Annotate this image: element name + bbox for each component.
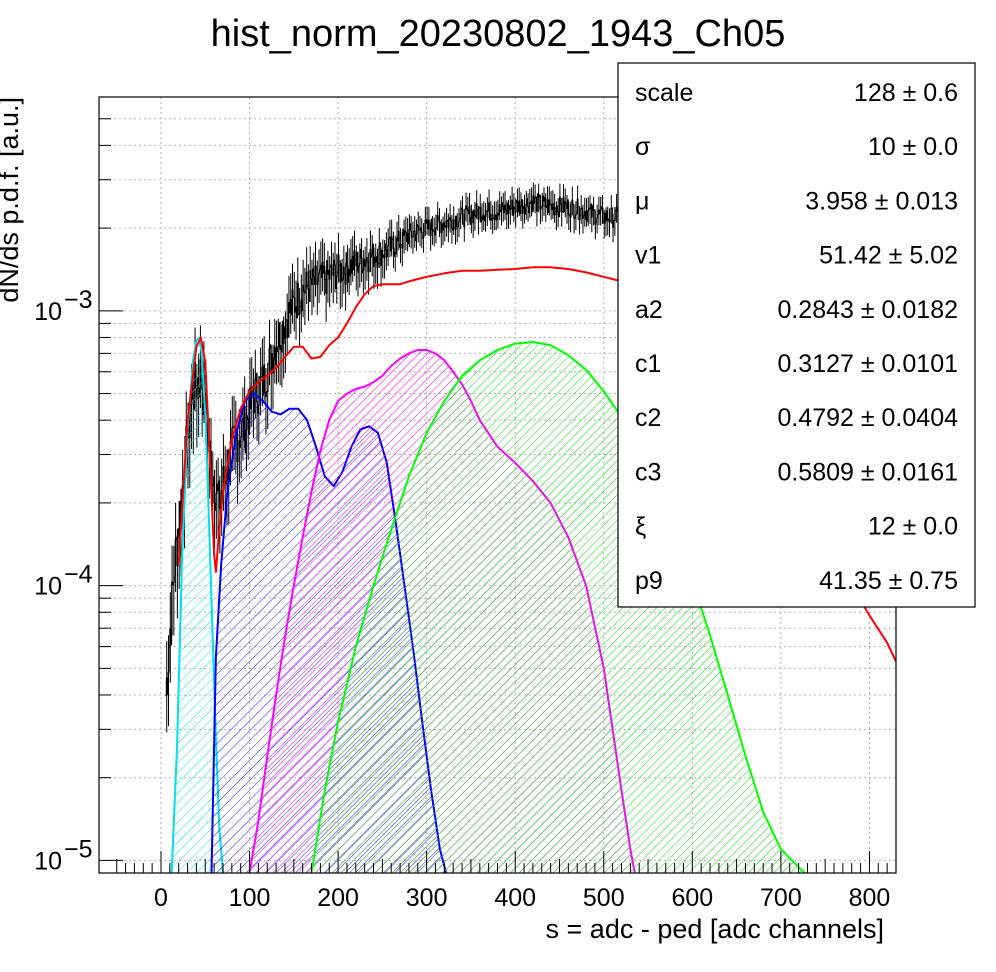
stats-rows: scale 128 ± 0.6 σ 10 ± 0.0 μ 3.958 ± 0.013 v1 5…	[635, 79, 958, 595]
stats-name: μ	[635, 187, 649, 215]
stats-value: 12 ± 0.0	[868, 513, 958, 541]
x-tick-label: 400	[494, 884, 536, 912]
x-tick-label: 500	[583, 884, 625, 912]
axis-ticks	[99, 96, 888, 873]
stats-value: 41.35 ± 0.75	[819, 567, 958, 595]
y-tick-label: 10	[34, 847, 62, 875]
stats-name: c3	[635, 458, 661, 486]
x-tick-label: 0	[154, 884, 168, 912]
stats-name: σ	[635, 133, 651, 161]
x-axis-label: s = adc - ped [adc channels]	[546, 914, 884, 944]
y-tick-exponent: −3	[64, 286, 93, 314]
stats-box-frame	[617, 62, 976, 608]
y-tick-labels: 10−510−410−3	[34, 286, 92, 876]
stats-box: scale 128 ± 0.6 σ 10 ± 0.0 μ 3.958 ± 0.013 v1 5…	[617, 62, 976, 608]
component-3-fill	[311, 342, 805, 873]
stats-value: 51.42 ± 5.02	[819, 242, 958, 270]
stats-name: scale	[635, 79, 693, 107]
component-3-curve	[310, 341, 806, 873]
stats-name: v1	[635, 242, 661, 270]
y-axis-label: dN/ds p.d.f. [a.u.]	[0, 97, 24, 303]
stats-name: c2	[635, 404, 661, 432]
chart-title: hist_norm_20230802_1943_Ch05	[211, 13, 786, 55]
stats-name: a2	[635, 296, 663, 324]
y-tick-label: 10	[34, 573, 62, 601]
stats-name: p9	[635, 567, 663, 595]
y-tick-exponent: −5	[64, 835, 93, 863]
component-0-fill	[171, 337, 223, 873]
x-tick-label: 600	[671, 884, 713, 912]
stats-value: 0.5809 ± 0.0161	[777, 458, 958, 486]
x-tick-label: 800	[849, 884, 891, 912]
stats-value: 0.3127 ± 0.0101	[777, 350, 958, 378]
y-tick-exponent: −4	[64, 561, 93, 589]
x-tick-label: 100	[229, 884, 271, 912]
x-tick-labels: 0 100 200 300 400 500 600 700 800	[154, 884, 890, 912]
stats-value: 10 ± 0.0	[868, 133, 958, 161]
stats-value: 0.2843 ± 0.0182	[777, 296, 958, 324]
y-tick-label: 10	[34, 298, 62, 326]
x-tick-label: 700	[760, 884, 802, 912]
stats-name: c1	[635, 350, 661, 378]
stats-value: 3.958 ± 0.013	[805, 187, 958, 215]
stats-value: 0.4792 ± 0.0404	[777, 404, 958, 432]
stats-name: ξ	[635, 513, 646, 541]
x-tick-label: 300	[406, 884, 448, 912]
x-tick-label: 200	[317, 884, 359, 912]
stats-value: 128 ± 0.6	[854, 79, 958, 107]
